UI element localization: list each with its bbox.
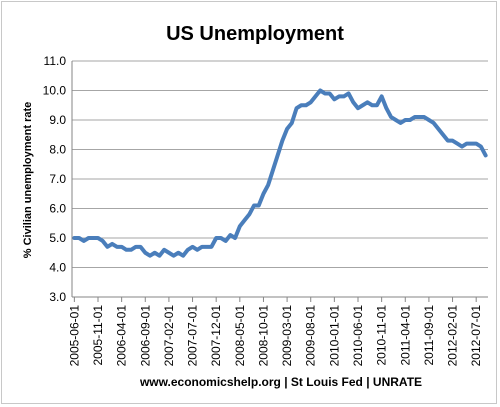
x-tick-label: 2010-01-01 xyxy=(327,305,341,367)
x-tick-label: 2009-03-01 xyxy=(280,305,294,367)
y-tick-label: 7.0 xyxy=(49,172,66,186)
x-tick-label: 2006-04-01 xyxy=(115,305,129,367)
y-tick-label: 6.0 xyxy=(49,202,66,216)
y-tick-label: 9.0 xyxy=(49,113,66,127)
x-tick-label: 2006-09-01 xyxy=(138,305,152,367)
y-tick-label: 4.0 xyxy=(49,261,66,275)
x-axis-label: www.economicshelp.org | St Louis Fed | U… xyxy=(139,375,422,389)
x-tick-label: 2012-07-01 xyxy=(469,305,483,367)
y-tick-labels: 3.0 4.0 5.0 6.0 7.0 8.0 9.0 10.0 11.0 xyxy=(43,54,67,304)
series-line-unemployment xyxy=(72,88,488,258)
x-tick-label: 2012-02-01 xyxy=(446,305,460,367)
y-tick-label: 11.0 xyxy=(44,54,67,68)
x-tick-label: 2005-06-01 xyxy=(67,305,81,367)
axes xyxy=(71,61,488,302)
y-axis-label: % Civilian unemployment rate xyxy=(22,102,34,258)
x-tick-label: 2011-04-01 xyxy=(398,305,412,366)
x-tick-label: 2007-07-01 xyxy=(186,305,200,367)
x-tick-label: 2007-02-01 xyxy=(162,305,176,367)
x-tick-labels: 2005-06-01 2005-11-01 2006-04-01 2006-09-01… xyxy=(67,305,483,367)
x-tick-label: 2008-05-01 xyxy=(233,305,247,367)
x-tick-label: 2008-10-01 xyxy=(256,305,270,367)
y-tick-label: 10.0 xyxy=(43,84,67,98)
y-tick-label: 8.0 xyxy=(49,143,66,157)
x-tick-label: 2010-06-01 xyxy=(351,305,365,367)
x-tick-label: 2010-11-01 xyxy=(375,305,389,366)
x-tick-label: 2005-11-01 xyxy=(91,305,105,366)
chart-title: US Unemployment xyxy=(166,23,344,45)
y-tick-label: 5.0 xyxy=(49,231,66,245)
x-tick-label: 2011-09-01 xyxy=(422,305,436,366)
x-tick-label: 2009-08-01 xyxy=(304,305,318,367)
x-tick-label: 2007-12-01 xyxy=(209,305,223,367)
grid-lines xyxy=(72,60,488,298)
y-tick-label: 3.0 xyxy=(49,290,66,304)
